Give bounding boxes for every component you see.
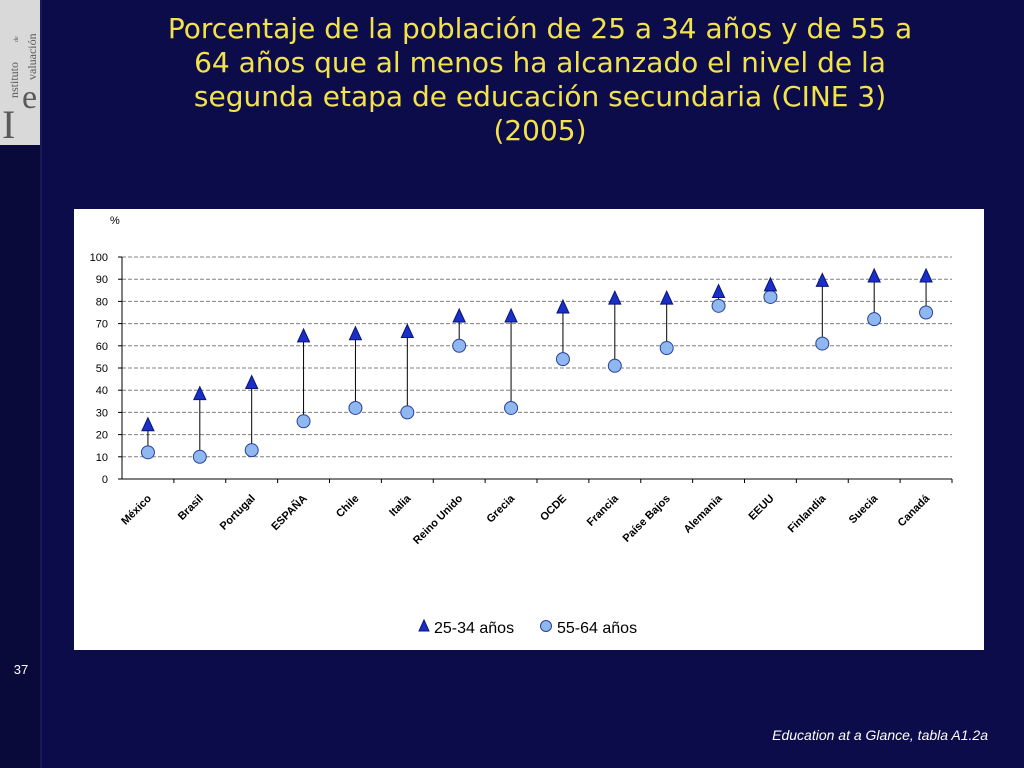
- title-line: 64 años que al menos ha alcanzado el niv…: [194, 46, 886, 79]
- x-tick-label: Portugal: [218, 493, 258, 533]
- point-55-64: [348, 400, 363, 415]
- point-25-34: [763, 276, 778, 292]
- point-25-34: [711, 283, 726, 299]
- title-line: (2005): [493, 114, 587, 147]
- point-25-34: [296, 327, 311, 343]
- logo-word-de: de: [14, 36, 20, 42]
- x-tick-label: Alemania: [682, 492, 726, 536]
- title-line: Porcentaje de la población de 25 a 34 añ…: [167, 12, 913, 45]
- y-tick-label: 0: [102, 474, 108, 486]
- point-55-64: [607, 358, 622, 373]
- institute-logo-graphic: I e nstituto de valuación: [0, 0, 40, 145]
- point-25-34: [659, 289, 674, 305]
- point-25-34: [244, 374, 259, 390]
- dot-plot-chart: % 0 10 20 30 40 50 60 70 80 90 100 México Brasil Portu…: [90, 215, 953, 637]
- point-25-34: [608, 289, 622, 305]
- y-tick-label: 20: [96, 430, 108, 442]
- y-tick-label: 40: [96, 385, 108, 397]
- point-55-64: [659, 341, 674, 356]
- logo-word-evaluacion: valuación: [25, 33, 39, 80]
- y-tick-label: 100: [90, 252, 108, 264]
- legend-marker-25-34: [418, 618, 430, 632]
- logo-word-instituto: nstituto: [7, 62, 21, 98]
- point-25-34: [141, 416, 155, 432]
- x-tick-label: Paíse Bajos: [621, 493, 673, 545]
- y-tick-label: 50: [96, 363, 108, 375]
- x-tick-label: Reino Unido: [411, 492, 465, 546]
- x-tick-label: Grecia: [484, 492, 517, 525]
- y-tick-label: 10: [96, 452, 108, 464]
- point-55-64: [140, 445, 155, 460]
- title-line: segunda etapa de educación secundaria (C…: [193, 80, 887, 113]
- x-tick-label: Francia: [585, 492, 622, 529]
- point-55-64: [192, 449, 207, 464]
- point-25-34: [193, 385, 207, 401]
- x-tick-label: EEUU: [746, 493, 776, 523]
- y-axis-label: %: [110, 215, 120, 227]
- point-55-64: [919, 305, 934, 320]
- point-25-34: [504, 307, 518, 323]
- sidebar: I e nstituto de valuación 37: [0, 0, 42, 768]
- x-tick-label: Chile: [334, 493, 362, 521]
- slide-number: 37: [13, 662, 29, 677]
- source-note: Education at a Glance, tabla A1.2a: [772, 727, 988, 743]
- x-tick-label: México: [119, 492, 154, 527]
- y-tick-label: 30: [96, 407, 108, 419]
- point-25-34: [867, 267, 881, 283]
- x-tick-label: Brasil: [176, 493, 206, 523]
- point-55-64: [763, 289, 778, 304]
- y-tick-label: 60: [96, 341, 108, 353]
- point-25-34: [452, 307, 466, 323]
- point-55-64: [244, 443, 259, 458]
- legend-label-25-34: 25-34 años: [434, 620, 514, 637]
- logo-initial-i: I: [2, 102, 15, 145]
- point-25-34: [815, 272, 830, 287]
- y-tick-label: 80: [96, 296, 108, 308]
- point-55-64: [867, 312, 882, 327]
- x-tick-label: Italia: [387, 492, 414, 519]
- x-tick-label: OCDE: [538, 493, 569, 524]
- x-tick-label: Suecia: [847, 492, 881, 526]
- institute-logo: I e nstituto de valuación: [0, 0, 40, 145]
- slide-title: Porcentaje de la población de 25 a 34 añ…: [110, 12, 970, 148]
- point-55-64: [452, 338, 467, 353]
- point-55-64: [504, 400, 519, 415]
- point-55-64: [400, 405, 415, 420]
- point-55-64: [296, 414, 311, 429]
- x-tick-label: ESPAÑA: [269, 492, 310, 533]
- point-25-34: [348, 325, 363, 341]
- point-55-64: [711, 298, 726, 313]
- point-25-34: [556, 298, 570, 314]
- legend-marker-55-64: [540, 620, 552, 632]
- point-55-64: [555, 352, 570, 367]
- point-25-34: [400, 323, 415, 338]
- point-25-34: [919, 267, 933, 283]
- y-tick-label: 90: [96, 274, 108, 286]
- legend-label-55-64: 55-64 años: [557, 620, 637, 637]
- chart-panel: % 0 10 20 30 40 50 60 70 80 90 100 México Brasil Portu…: [74, 209, 984, 650]
- y-tick-label: 70: [96, 319, 108, 331]
- point-55-64: [815, 336, 830, 351]
- x-tick-label: Finlandia: [786, 492, 829, 535]
- x-tick-label: Canadá: [896, 492, 933, 529]
- logo-initial-e: e: [22, 79, 37, 116]
